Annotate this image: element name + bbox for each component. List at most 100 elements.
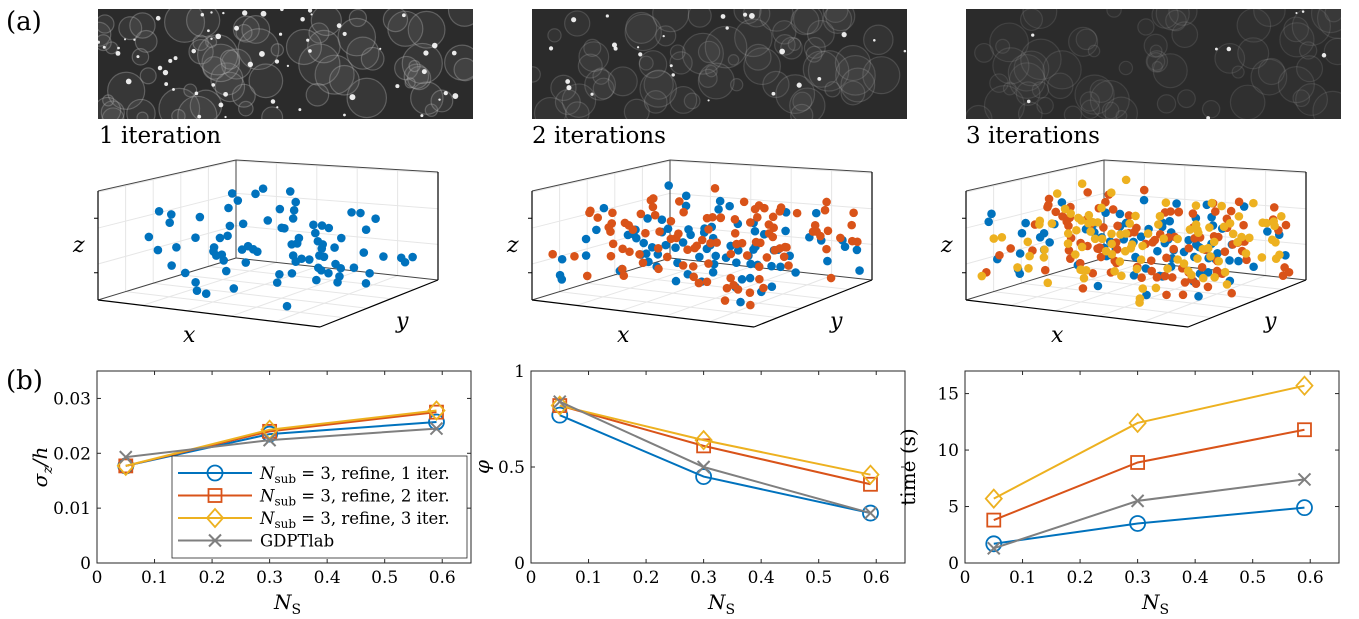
chart-sigma-z: 0 0.1 0.2 0.3 0.4 0.5 0.6 0 0.01 0.02 0.03 NS σz/h Ns… <box>28 370 472 618</box>
particle-dot <box>168 58 173 63</box>
x-tick-label: 0.2 <box>199 568 226 588</box>
scatter-point <box>702 277 712 287</box>
grid-line <box>235 160 439 174</box>
scatter-point <box>697 235 707 245</box>
scatter-point <box>729 280 738 290</box>
scatter-point <box>1187 270 1196 280</box>
scatter-point <box>1121 175 1131 185</box>
legend-label: Nsub = 3, refine, 1 iter. <box>259 464 450 486</box>
particle-ring <box>578 41 610 73</box>
y-tick-label: 0.03 <box>53 389 91 409</box>
box-edge <box>965 299 1189 328</box>
particle-dot <box>207 29 210 33</box>
particle-ring <box>158 87 201 119</box>
marker-square <box>118 458 134 474</box>
scatter-point <box>1125 219 1134 228</box>
grid-line <box>208 265 415 290</box>
scatter-point <box>636 209 646 219</box>
particle-ring <box>1020 38 1062 81</box>
series-line <box>559 404 871 476</box>
particle-ring <box>1151 60 1163 73</box>
particle-ring <box>564 10 591 37</box>
particle-ring <box>1152 53 1188 89</box>
scatter-point <box>726 249 736 259</box>
particle-dot <box>307 9 313 13</box>
marker-x <box>1130 494 1145 508</box>
scatter-point <box>671 243 680 252</box>
box-edge <box>669 159 873 173</box>
scatter-point <box>987 209 996 219</box>
particle-ring <box>401 42 443 85</box>
scatter-point <box>655 227 664 236</box>
particle-dot <box>636 46 640 49</box>
particle-dot <box>349 94 356 101</box>
scatter-point <box>1147 266 1156 276</box>
grid-line <box>235 225 439 245</box>
scatter-point <box>1073 213 1083 223</box>
particle-ring <box>775 74 816 115</box>
particle-ring <box>1214 42 1246 74</box>
scatter-point <box>746 218 755 227</box>
particle-ring <box>346 36 380 70</box>
particle-dot <box>136 55 140 59</box>
marker-square <box>1297 422 1312 438</box>
scatter-point <box>1225 219 1235 228</box>
axis-label-y: y <box>1263 309 1277 334</box>
scatter-point <box>312 275 321 285</box>
particle-ring <box>1101 101 1120 119</box>
scatter-point <box>792 208 802 218</box>
particle-ring <box>430 89 454 113</box>
particle-ring <box>780 36 803 60</box>
scatter-point <box>1169 244 1178 254</box>
scatter-point <box>754 262 764 271</box>
scatter-point <box>608 208 617 218</box>
scatter-point <box>710 184 720 193</box>
scatter-point <box>1163 264 1172 273</box>
grid-line <box>993 291 1212 319</box>
scatter-point <box>1066 209 1075 218</box>
axis-label-x: x <box>183 323 196 348</box>
scatter-point <box>604 223 614 232</box>
scatter-point <box>1021 218 1030 228</box>
particle-ring <box>733 9 762 25</box>
scatter-point <box>1040 245 1049 255</box>
particle-ring <box>231 83 256 108</box>
x-tick-label: 0 <box>526 568 537 588</box>
scatter-point <box>779 252 789 262</box>
scatter-point <box>776 262 785 272</box>
scatter-point <box>1139 195 1149 205</box>
scatter-point <box>371 214 380 223</box>
particle-dot <box>247 61 254 68</box>
particle-ring <box>547 28 562 43</box>
series-line <box>125 409 437 467</box>
particle-ring <box>583 38 602 57</box>
particle-image-3-iterations <box>966 9 1341 119</box>
scatter-point <box>1139 185 1149 195</box>
particle-ring <box>643 89 668 114</box>
x-tick-label: 0.5 <box>805 568 832 588</box>
scatter-point <box>635 249 644 259</box>
particle-ring <box>98 21 112 47</box>
scatter-point <box>823 226 833 236</box>
scatter-point <box>1088 268 1098 278</box>
particle-dot <box>1026 99 1031 104</box>
scatter-point <box>221 266 231 276</box>
particle-ring <box>592 67 610 85</box>
particle-dot <box>725 26 729 30</box>
scatter-point <box>311 228 320 238</box>
particle-ring <box>822 9 849 23</box>
scatter3d-3-iterations: z x y <box>940 159 1307 348</box>
particle-ring <box>1165 9 1187 32</box>
image-caption-3: 3 iterations <box>966 123 1100 149</box>
particle-ring <box>202 56 227 80</box>
scatter-point <box>557 254 567 264</box>
scatter-point <box>711 251 721 261</box>
particle-dot <box>223 91 228 97</box>
grid-line <box>125 291 344 319</box>
scatter-point <box>1160 271 1170 281</box>
y-tick-label: 0 <box>514 554 525 574</box>
particle-ring <box>447 9 473 27</box>
scatter-point <box>396 253 406 263</box>
box-edge <box>319 279 439 328</box>
particle-dot <box>611 42 618 48</box>
